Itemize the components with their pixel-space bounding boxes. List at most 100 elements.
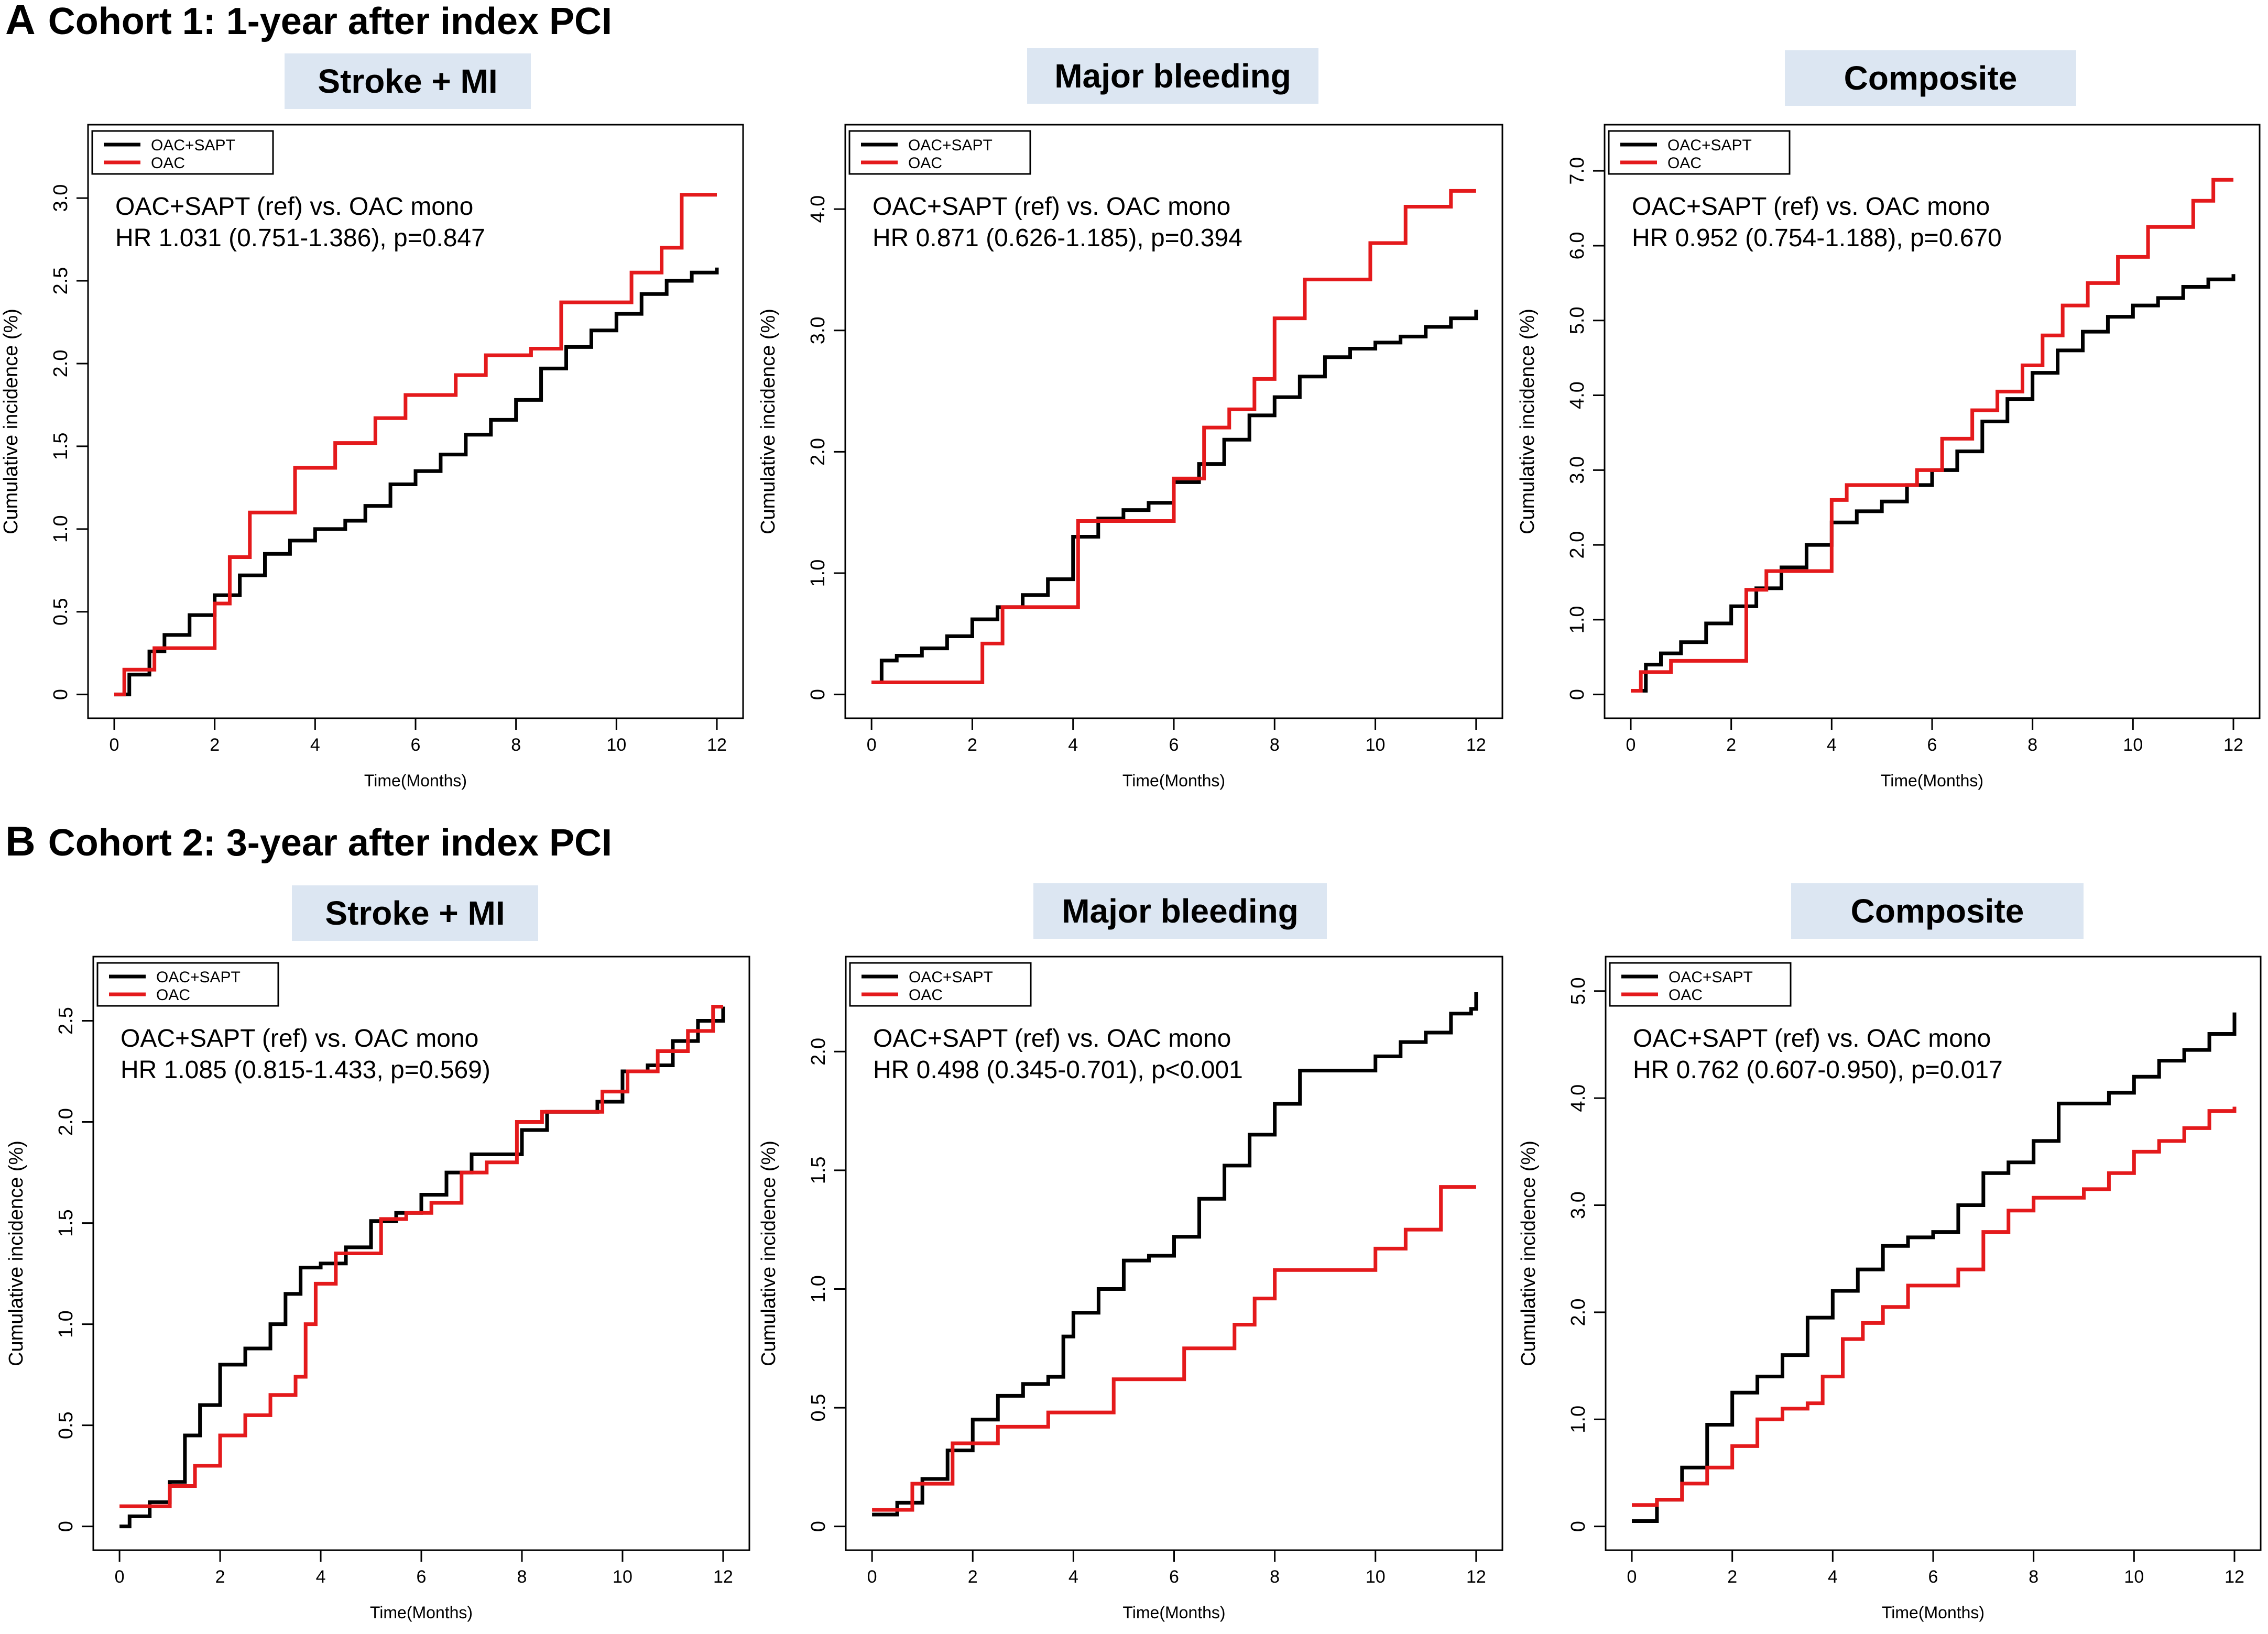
plot-a3-xtick-label-6: 12: [2223, 735, 2243, 755]
chart-a3-svg: 0 2 4 6 8 10 12 0 1.0 2.0 3.0 4.0 5.0 6.0 7.0 Time(Mont…: [1517, 124, 2261, 790]
plot-a1-ylabel: Cumulative incidence (%): [0, 309, 22, 534]
panel-title-b2: Major bleeding: [1033, 883, 1327, 939]
plot-b1-legend-label-oac-sapt: OAC+SAPT: [156, 969, 241, 986]
plot-a1-legend-label-oac-sapt: OAC+SAPT: [151, 137, 235, 154]
plot-b1-ytick-label-3: 1.5: [55, 1209, 77, 1237]
plot-b3-ytick-label-1: 1.0: [1567, 1406, 1589, 1433]
plot-a1-ytick-label-5: 2.5: [50, 267, 72, 295]
plot-a3-ytick-label-5: 5.0: [1566, 306, 1588, 334]
plot-a2-legend-label-oac: OAC: [908, 155, 942, 172]
plot-a3-series-oac-sapt: [1631, 274, 2236, 693]
plot-b1-xtick-label-2: 4: [316, 1567, 326, 1587]
plot-a1-xtick-label-2: 4: [310, 735, 320, 755]
plot-a3-legend-label-oac-sapt: OAC+SAPT: [1667, 137, 1752, 154]
section-a-heading: A Cohort 1: 1-year after index PCI: [5, 0, 612, 44]
plot-a2-ytick-label-3: 3.0: [807, 316, 829, 344]
plot-b1-ylabel: Cumulative incidence (%): [5, 1140, 27, 1366]
plot-b2-hr-annotation: HR 0.498 (0.345-0.701), p<0.001: [873, 1056, 1243, 1084]
section-b-heading: B Cohort 2: 3-year after index PCI: [5, 817, 612, 865]
plot-b3-series-oac-sapt: [1632, 1012, 2237, 1523]
plot-a3-xtick-label-4: 8: [2027, 735, 2037, 755]
plot-b2-series-line-1: [872, 1185, 1476, 1512]
plot-b3-xtick-label-1: 2: [1727, 1567, 1737, 1587]
plot-b3-xtick-label-4: 8: [2029, 1567, 2038, 1587]
chart-b2-svg: 0 2 4 6 8 10 12 0 0.5 1.0 1.5 2.0 Time(Months) Cumula…: [758, 956, 1503, 1622]
plot-a1-legend-box: [91, 130, 274, 175]
plot-a1-comparison-label: OAC+SAPT (ref) vs. OAC mono: [115, 193, 473, 221]
plot-a1-xtick-label-6: 12: [707, 735, 727, 755]
plot-b2-xtick-label-6: 12: [1466, 1567, 1486, 1587]
plot-a2-xtick-label-1: 2: [967, 735, 977, 755]
plot-a1-hr-annotation: HR 1.031 (0.751-1.386), p=0.847: [115, 224, 485, 252]
plot-b2-xtick-label-0: 0: [867, 1567, 877, 1587]
plot-b2-series-line-0: [872, 992, 1478, 1517]
plot-b2-ytick-label-4: 2.0: [808, 1038, 830, 1066]
plot-b2-legend-label-oac-sapt: OAC+SAPT: [909, 969, 993, 986]
panel-title-b3: Composite: [1791, 883, 2084, 939]
plot-b3-ytick-label-0: 0: [1567, 1521, 1589, 1532]
plot-b2-xtick-label-1: 2: [968, 1567, 978, 1587]
plot-a1-xtick-label-4: 8: [511, 735, 521, 755]
plot-a2-series-oac: [871, 189, 1476, 685]
plot-b1-comparison-label: OAC+SAPT (ref) vs. OAC mono: [121, 1025, 478, 1052]
plot-a2-legend-label-oac-sapt: OAC+SAPT: [908, 137, 993, 154]
plot-a3-ytick-label-2: 2.0: [1566, 531, 1588, 559]
plot-b2-ytick-label-1: 0.5: [808, 1394, 830, 1422]
plot-b2-ylabel: Cumulative incidence (%): [758, 1140, 780, 1366]
plot-a1-xtick-label-0: 0: [110, 735, 119, 755]
plot-a3-ytick-label-0: 0: [1566, 689, 1588, 700]
plot-b3-ytick-label-5: 5.0: [1567, 977, 1589, 1005]
plot-b1-legend-box: [96, 962, 279, 1007]
plot-a2-xtick-label-6: 12: [1466, 735, 1486, 755]
section-a-letter: A: [5, 0, 36, 43]
plot-b3-legend-label-oac: OAC: [1669, 986, 1703, 1004]
plot-a3-ytick-label-4: 4.0: [1566, 381, 1588, 409]
plot-b3-xtick-label-2: 4: [1828, 1567, 1838, 1587]
plot-b2-xlabel: Time(Months): [1122, 1603, 1225, 1622]
plot-a1-ytick-label-6: 3.0: [50, 184, 72, 212]
plot-a2-xtick-label-4: 8: [1270, 735, 1280, 755]
plot-b1-series-line-1: [119, 1005, 723, 1508]
plot-a3-xtick-label-1: 2: [1726, 735, 1736, 755]
plot-b2-xtick-label-2: 4: [1068, 1567, 1078, 1587]
plot-b3-series-oac: [1632, 1106, 2237, 1507]
chart-a2-svg: 0 2 4 6 8 10 12 0 1.0 2.0 3.0 4.0 Time(Months) Cumula…: [757, 124, 1503, 790]
panel-title-a3: Composite: [1785, 50, 2076, 106]
plot-a1-legend-label-oac: OAC: [151, 155, 185, 172]
plot-b3-xtick-label-0: 0: [1627, 1567, 1637, 1587]
plot-b2-series-oac: [872, 1185, 1476, 1512]
plot-b3-xtick-label-6: 12: [2225, 1567, 2244, 1587]
plot-b2-xtick-label-4: 8: [1270, 1567, 1280, 1587]
plot-b3-hr-annotation: HR 0.762 (0.607-0.950), p=0.017: [1633, 1056, 2003, 1084]
plot-b3-comparison-label: OAC+SAPT (ref) vs. OAC mono: [1633, 1025, 1991, 1052]
plot-a3-hr-annotation: HR 0.952 (0.754-1.188), p=0.670: [1632, 224, 2002, 252]
plot-a2-xtick-label-2: 4: [1068, 735, 1078, 755]
plot-b3-ytick-label-3: 3.0: [1567, 1191, 1589, 1219]
plot-b1-legend-label-oac: OAC: [156, 986, 190, 1004]
panel-title-b1: Stroke + MI: [292, 885, 538, 941]
plot-b2-comparison-label: OAC+SAPT (ref) vs. OAC mono: [873, 1025, 1231, 1052]
chart-a1-svg: 0 2 4 6 8 10 12 0 0.5 1.0 1.5 2.0 2.5 3.0 Time(Months)…: [0, 124, 744, 790]
plot-a1-xtick-label-1: 2: [210, 735, 220, 755]
plot-a3-xtick-label-2: 4: [1827, 735, 1837, 755]
plot-b2-legend-label-oac: OAC: [909, 986, 943, 1004]
plot-a3-series-oac: [1631, 178, 2233, 693]
plot-a1-ytick-label-4: 2.0: [50, 350, 72, 378]
plot-b1-series-oac: [119, 1005, 723, 1508]
plot-b2-ytick-label-3: 1.5: [808, 1156, 830, 1184]
plot-a3-ytick-label-3: 3.0: [1566, 456, 1588, 484]
plot-b2-xtick-label-5: 10: [1366, 1567, 1386, 1587]
plot-a1-ytick-label-2: 1.0: [50, 515, 72, 543]
plot-b1-ytick-label-2: 1.0: [55, 1310, 77, 1338]
section-a-title: Cohort 1: 1-year after index PCI: [48, 1, 613, 42]
plot-a2-ytick-label-2: 2.0: [807, 438, 829, 466]
plot-a3-ytick-label-7: 7.0: [1566, 157, 1588, 185]
plot-b1-ytick-label-4: 2.0: [55, 1108, 77, 1136]
plot-b3-series-line-1: [1632, 1106, 2237, 1507]
plot-b2-xtick-label-3: 6: [1169, 1567, 1179, 1587]
plot-b3-ylabel: Cumulative incidence (%): [1518, 1140, 1540, 1366]
plot-a1-xlabel: Time(Months): [364, 771, 467, 790]
plot-b2-ytick-label-2: 1.0: [808, 1275, 830, 1303]
plot-b1-xtick-label-6: 12: [713, 1567, 733, 1587]
plot-a2-xtick-label-0: 0: [867, 735, 877, 755]
